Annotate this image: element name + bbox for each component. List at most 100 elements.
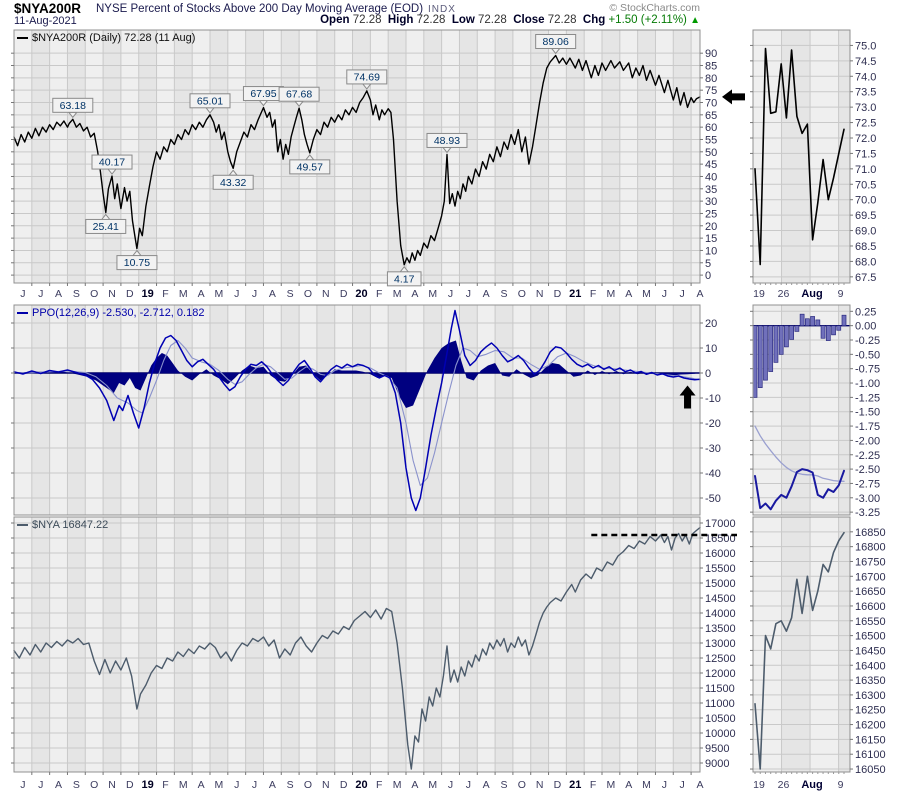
svg-text:90: 90 <box>705 48 717 60</box>
svg-text:25: 25 <box>705 208 717 220</box>
svg-text:S: S <box>287 288 294 300</box>
svg-text:-2.25: -2.25 <box>855 450 880 462</box>
svg-text:9000: 9000 <box>705 758 729 770</box>
svg-text:10: 10 <box>705 245 717 257</box>
svg-text:16550: 16550 <box>855 616 886 628</box>
svg-text:16600: 16600 <box>855 601 886 613</box>
svg-text:-1.50: -1.50 <box>855 407 880 419</box>
svg-text:16000: 16000 <box>705 548 736 560</box>
svg-text:S: S <box>500 288 507 300</box>
svg-text:16700: 16700 <box>855 571 886 583</box>
svg-text:M: M <box>642 779 651 791</box>
svg-text:M: M <box>215 288 224 300</box>
annotation-callout: 48.93 <box>426 132 468 154</box>
ppo-arrow-annotation <box>679 385 696 409</box>
svg-text:72.0: 72.0 <box>855 133 876 145</box>
svg-text:F: F <box>162 288 168 300</box>
svg-text:71.0: 71.0 <box>855 164 876 176</box>
chart-title: NYSE Percent of Stocks Above 200 Day Mov… <box>96 3 424 15</box>
svg-text:70.5: 70.5 <box>855 179 876 191</box>
svg-text:D: D <box>126 288 134 300</box>
svg-text:F: F <box>590 288 596 300</box>
svg-text:68.0: 68.0 <box>855 256 876 268</box>
svg-text:A: A <box>198 779 205 791</box>
svg-text:19: 19 <box>753 288 765 300</box>
ppo-zoom-panel: 0.25 0.00 -0.25 -0.50 -0.75 -1.00 -1.25 -1.50 -1… <box>750 304 880 519</box>
svg-text:20: 20 <box>355 779 367 791</box>
svg-text:0.00: 0.00 <box>855 321 876 333</box>
svg-text:S: S <box>500 779 507 791</box>
svg-text:A: A <box>269 288 276 300</box>
svg-text:10000: 10000 <box>705 728 736 740</box>
svg-text:16300: 16300 <box>855 690 886 702</box>
svg-text:71.5: 71.5 <box>855 148 876 160</box>
svg-text:J: J <box>38 288 43 300</box>
svg-text:J: J <box>466 779 471 791</box>
svg-text:J: J <box>466 288 471 300</box>
svg-text:M: M <box>607 288 616 300</box>
svg-text:-3.00: -3.00 <box>855 493 880 505</box>
svg-text:73.5: 73.5 <box>855 87 876 99</box>
svg-text:16250: 16250 <box>855 705 886 717</box>
svg-text:5: 5 <box>705 258 711 270</box>
svg-text:A: A <box>696 288 703 300</box>
svg-text:40.17: 40.17 <box>99 157 125 169</box>
svg-text:9: 9 <box>838 779 844 791</box>
price-panel-legend: $NYA200R (Daily) 72.28 (11 Aug) <box>17 32 195 44</box>
annotation-callout: 74.69 <box>346 69 388 90</box>
nya-panel-legend: $NYA 16847.22 <box>17 519 108 531</box>
svg-text:A: A <box>625 779 632 791</box>
svg-text:69.5: 69.5 <box>855 210 876 222</box>
svg-text:A: A <box>411 779 418 791</box>
svg-text:F: F <box>376 779 382 791</box>
svg-text:12500: 12500 <box>705 653 736 665</box>
svg-text:J: J <box>234 779 239 791</box>
svg-text:D: D <box>340 779 348 791</box>
svg-text:F: F <box>376 288 382 300</box>
svg-text:N: N <box>108 288 116 300</box>
svg-text:J: J <box>234 288 239 300</box>
svg-text:19: 19 <box>142 288 154 300</box>
annotation-callout: 25.41 <box>85 213 127 234</box>
annotation-callout: 10.75 <box>116 249 158 271</box>
svg-text:J: J <box>38 779 43 791</box>
svg-text:49.57: 49.57 <box>297 161 323 173</box>
svg-text:73.0: 73.0 <box>855 102 876 114</box>
svg-text:0.25: 0.25 <box>855 306 876 318</box>
copyright-link[interactable]: © StockCharts.com <box>609 2 700 14</box>
svg-text:74.69: 74.69 <box>354 71 380 83</box>
svg-text:68.5: 68.5 <box>855 241 876 253</box>
svg-text:70.0: 70.0 <box>855 195 876 207</box>
svg-text:21: 21 <box>569 288 581 300</box>
svg-text:25.41: 25.41 <box>93 221 119 233</box>
svg-text:16350: 16350 <box>855 675 886 687</box>
svg-text:-3.25: -3.25 <box>855 507 880 519</box>
svg-text:75: 75 <box>705 85 717 97</box>
svg-text:80: 80 <box>705 73 717 85</box>
svg-text:J: J <box>662 288 667 300</box>
svg-text:16800: 16800 <box>855 542 886 554</box>
svg-text:M: M <box>215 779 224 791</box>
nya-panel: 17000 16500 16000 15500 15000 14500 14000 13500… <box>11 516 737 791</box>
symbol-label: $NYA200R <box>14 1 82 16</box>
svg-text:43.32: 43.32 <box>220 177 246 189</box>
svg-text:M: M <box>428 288 437 300</box>
open-value: 72.28 <box>352 14 382 26</box>
svg-text:D: D <box>340 288 348 300</box>
svg-text:J: J <box>20 288 25 300</box>
price-legend-text: $NYA200R (Daily) 72.28 (11 Aug) <box>32 32 196 44</box>
close-label: Close <box>513 14 545 26</box>
svg-text:-0.50: -0.50 <box>855 349 880 361</box>
svg-text:A: A <box>269 779 276 791</box>
price-line-swatch-icon <box>17 36 28 40</box>
svg-text:-0.25: -0.25 <box>855 335 880 347</box>
svg-text:N: N <box>322 288 330 300</box>
svg-text:A: A <box>198 288 205 300</box>
svg-text:M: M <box>179 288 188 300</box>
svg-text:O: O <box>90 779 98 791</box>
svg-text:-20: -20 <box>705 418 721 430</box>
svg-text:10500: 10500 <box>705 713 736 725</box>
svg-text:M: M <box>607 779 616 791</box>
svg-text:16150: 16150 <box>855 734 886 746</box>
